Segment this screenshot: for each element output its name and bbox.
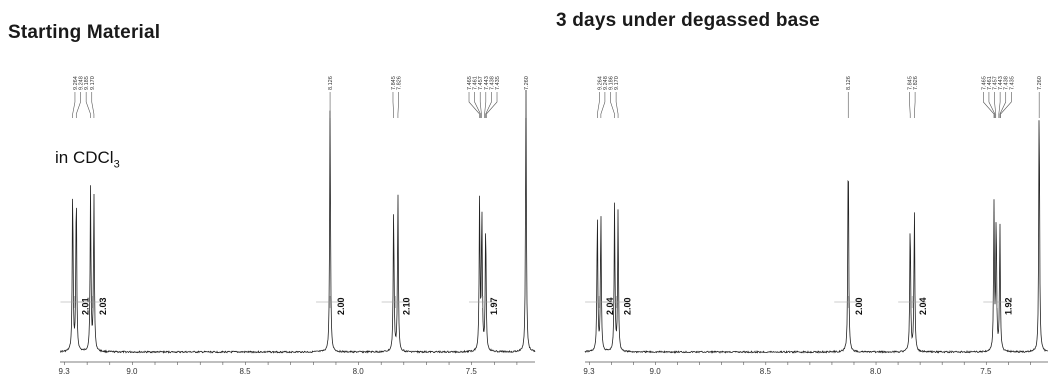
integral-value: 2.00 <box>336 297 346 315</box>
peak-shift-label: 7.443 <box>484 76 490 90</box>
peak-shift-label: 7.845 <box>391 76 397 90</box>
integral-value: 2.01 <box>80 297 90 315</box>
peak-label-leader <box>397 92 399 118</box>
peak-shift-label: 9.185 <box>84 76 90 90</box>
nmr-spectrum-starting-material: 9.3 9.0 8.5 8.0 7.5 9.264 9.248 9.185 9.170 8.126… <box>59 76 536 375</box>
integral-value: 1.92 <box>1003 297 1013 315</box>
peak-label-leader <box>486 92 498 118</box>
peak-label-leader <box>479 92 482 118</box>
peak-label-leader <box>1000 92 1012 118</box>
peak-shift-label: 7.438 <box>489 76 495 90</box>
peak-shift-label: 7.457 <box>993 76 999 90</box>
peak-label-leader <box>75 92 81 118</box>
axis-tick-label: 8.5 <box>239 367 251 375</box>
peak-label-leader <box>988 92 996 118</box>
spectrum-trace <box>60 89 536 354</box>
solvent-label-text: in CDCl <box>55 148 114 167</box>
peak-label-leader <box>610 92 615 118</box>
peak-label-leader <box>91 92 95 118</box>
peak-shift-label: 7.438 <box>1004 76 1010 90</box>
solvent-label: in CDCl3 <box>55 148 120 170</box>
peak-label-leader <box>597 92 600 118</box>
peak-shift-label: 7.465 <box>467 76 473 90</box>
peak-label-leader <box>468 92 480 118</box>
peak-label-leader <box>600 92 606 118</box>
integral-value: 2.00 <box>622 297 632 315</box>
peak-label-leader <box>914 92 916 118</box>
spectrum-title-right: 3 days under degassed base <box>556 10 820 31</box>
peak-label-leader <box>474 92 481 118</box>
peak-shift-label: 7.461 <box>987 76 993 90</box>
axis-tick-label: 9.3 <box>59 367 71 375</box>
peak-shift-label: 7.826 <box>913 76 919 90</box>
peak-shift-label: 7.260 <box>524 76 530 90</box>
axis-tick-label: 7.5 <box>466 367 478 375</box>
peak-shift-label: 7.443 <box>998 76 1004 90</box>
peak-shift-label: 8.126 <box>328 76 334 90</box>
axis-tick-label: 9.0 <box>650 367 662 375</box>
peak-shift-label: 7.435 <box>1009 76 1015 90</box>
peak-shift-label: 7.260 <box>1037 76 1043 90</box>
spectrum-trace <box>584 120 1048 354</box>
axis-tick-label: 9.0 <box>126 367 138 375</box>
peak-shift-label: 7.435 <box>495 76 501 90</box>
peak-shift-label: 9.248 <box>79 76 85 90</box>
peak-shift-label: 7.465 <box>981 76 987 90</box>
axis-tick-label: 7.5 <box>980 367 992 375</box>
integral-value: 2.00 <box>854 297 864 315</box>
spectrum-title-left: Starting Material <box>8 22 161 43</box>
peak-shift-label: 9.264 <box>597 76 603 90</box>
peak-shift-label: 9.170 <box>614 76 620 90</box>
integral-value: 2.10 <box>402 297 412 315</box>
peak-shift-label: 9.186 <box>609 76 615 90</box>
peak-shift-label: 7.457 <box>478 76 484 90</box>
axis-tick-label: 8.0 <box>870 367 882 375</box>
axis-tick-label: 9.3 <box>583 367 595 375</box>
integral-value: 2.04 <box>918 297 928 315</box>
peak-label-leader <box>999 92 1007 118</box>
peak-shift-label: 7.461 <box>473 76 479 90</box>
peak-shift-label: 7.845 <box>907 76 913 90</box>
peak-label-leader <box>392 92 394 118</box>
peak-shift-label: 8.126 <box>846 76 852 90</box>
peak-label-leader <box>72 92 76 118</box>
peak-shift-label: 9.264 <box>73 76 79 90</box>
integral-value: 2.03 <box>98 297 108 315</box>
peak-label-leader <box>998 92 1001 118</box>
peak-label-leader <box>484 92 487 118</box>
peak-shift-label: 9.248 <box>603 76 609 90</box>
integral-value: 2.04 <box>605 297 615 315</box>
integral-value: 1.97 <box>489 297 499 315</box>
peak-shift-label: 7.826 <box>397 76 403 90</box>
peak-label-leader <box>983 92 995 118</box>
solvent-label-subscript: 3 <box>113 158 120 171</box>
peak-label-leader <box>615 92 619 118</box>
peak-label-leader <box>994 92 997 118</box>
peak-shift-label: 9.170 <box>90 76 96 90</box>
peak-label-leader <box>85 92 91 118</box>
peak-label-leader <box>485 92 492 118</box>
axis-tick-label: 8.0 <box>353 367 365 375</box>
axis-tick-label: 8.5 <box>760 367 772 375</box>
peak-label-leader <box>909 92 911 118</box>
